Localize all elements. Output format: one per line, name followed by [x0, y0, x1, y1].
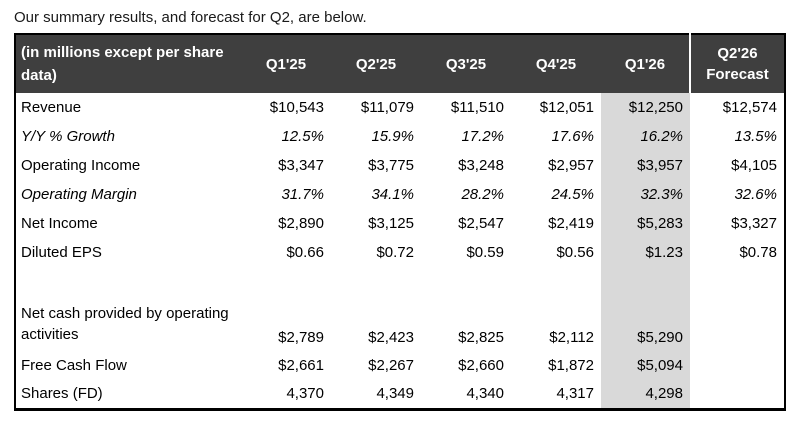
- table-row: Net Income $2,890 $3,125 $2,547 $2,419 $5,283…: [15, 209, 785, 238]
- table-cell: $0.59: [466, 244, 504, 261]
- table-cell: 4,298: [601, 380, 690, 409]
- table-cell: [601, 267, 690, 296]
- table-cell: 12.5%: [281, 128, 324, 145]
- table-row: Net cash provided by operating activitie…: [15, 296, 785, 351]
- table-cell: [331, 267, 421, 296]
- table-cell: $2,660: [458, 357, 504, 374]
- table-cell: $3,248: [458, 157, 504, 174]
- table-cell: 4,349: [376, 385, 414, 403]
- table-cell: $12,250: [601, 93, 690, 122]
- table-cell: $3,327: [731, 215, 777, 232]
- summary-results-table: (in millions except per share data) Q1'2…: [14, 33, 786, 411]
- table-cell: $2,419: [548, 215, 594, 232]
- intro-text: Our summary results, and forecast for Q2…: [14, 9, 367, 26]
- table-cell: $3,957: [601, 151, 690, 180]
- table-cell: $2,112: [549, 329, 594, 346]
- table-cell: $3,125: [368, 215, 414, 232]
- table-cell: [690, 267, 785, 296]
- table-cell: $2,789: [278, 329, 324, 346]
- table-cell: $2,661: [278, 357, 324, 374]
- row-label: Net cash provided by operating activitie…: [21, 304, 229, 344]
- table-cell: $2,825: [458, 329, 504, 346]
- table-cell: $2,267: [368, 357, 414, 374]
- table-cell: 4,317: [556, 385, 594, 403]
- table-cell: 32.6%: [734, 186, 777, 203]
- row-label: [15, 267, 241, 296]
- table-cell: $5,290: [601, 296, 690, 351]
- table-cell: $0.72: [376, 244, 414, 261]
- column-header: Q1'25: [241, 34, 331, 93]
- table-cell: [241, 267, 331, 296]
- table-cell: $5,283: [601, 209, 690, 238]
- table-cell: [690, 351, 785, 380]
- table-header-row: (in millions except per share data) Q1'2…: [15, 34, 785, 93]
- table-cell: $0.56: [556, 244, 594, 261]
- table-cell: 17.6%: [551, 128, 594, 145]
- table-cell: $2,547: [458, 215, 504, 232]
- table-cell: $2,890: [278, 215, 324, 232]
- table-cell: [690, 296, 785, 351]
- table-row: Shares (FD) 4,370 4,349 4,340 4,317 4,298: [15, 380, 785, 409]
- row-label: Free Cash Flow: [21, 356, 127, 374]
- column-header: Q1'26: [601, 34, 690, 93]
- table-row: Operating Income $3,347 $3,775 $3,248 $2,957…: [15, 151, 785, 180]
- table-cell: $4,105: [731, 157, 777, 174]
- table-row: Free Cash Flow $2,661 $2,267 $2,660 $1,872 $5…: [15, 351, 785, 380]
- table-cell: $3,775: [368, 157, 414, 174]
- row-label: Shares (FD): [21, 384, 103, 402]
- table-cell: 4,340: [466, 385, 504, 403]
- table-row: Operating Margin 31.7% 34.1% 28.2% 24.5% 32.3…: [15, 180, 785, 209]
- table-cell: $3,347: [278, 157, 324, 174]
- row-label: Diluted EPS: [21, 243, 102, 261]
- table-cell: $11,510: [450, 99, 504, 116]
- column-header: Q2'25: [331, 34, 421, 93]
- table-cell: $5,094: [601, 351, 690, 380]
- table-row: Revenue $10,543 $11,079 $11,510 $12,051 $12,2…: [15, 93, 785, 122]
- row-label: Net Income: [21, 214, 98, 232]
- table-cell: $1.23: [601, 238, 690, 267]
- row-label: Revenue: [21, 98, 82, 116]
- table-cell: $11,079: [360, 99, 414, 116]
- column-header: Q2'26 Forecast: [689, 34, 785, 93]
- table-cell: 15.9%: [371, 128, 414, 145]
- units-header: (in millions except per share data): [15, 34, 241, 93]
- table-cell: $0.78: [739, 244, 777, 261]
- table-cell: 16.2%: [601, 122, 690, 151]
- table-cell: 34.1%: [371, 186, 414, 203]
- table-cell: 17.2%: [461, 128, 504, 145]
- table-cell: 4,370: [286, 385, 324, 403]
- table-cell: $2,957: [548, 157, 594, 174]
- table-cell: $12,051: [539, 99, 594, 116]
- row-label: Operating Margin: [21, 185, 137, 203]
- table-row: Diluted EPS $0.66 $0.72 $0.59 $0.56 $1.23 $0.7…: [15, 238, 785, 267]
- row-label: Y/Y % Growth: [21, 127, 115, 145]
- table-cell: [690, 380, 785, 409]
- table-cell: $12,574: [722, 99, 777, 116]
- table-cell: 28.2%: [461, 186, 504, 203]
- table-body: Revenue $10,543 $11,079 $11,510 $12,051 $12,2…: [15, 93, 785, 409]
- table-cell: $0.66: [286, 244, 324, 261]
- table-cell: [511, 267, 601, 296]
- row-label: Operating Income: [21, 156, 141, 174]
- table-cell: $10,543: [269, 99, 324, 116]
- column-header: Q3'25: [421, 34, 511, 93]
- table-cell: 32.3%: [601, 180, 690, 209]
- table-cell: $2,423: [368, 329, 414, 346]
- table-cell: 31.7%: [281, 186, 324, 203]
- table-cell: [421, 267, 511, 296]
- table-cell: 13.5%: [734, 128, 777, 145]
- column-header: Q4'25: [511, 34, 601, 93]
- table-cell: 24.5%: [551, 186, 594, 203]
- table-row: Y/Y % Growth 12.5% 15.9% 17.2% 17.6% 16.2% 13.…: [15, 122, 785, 151]
- table-cell: $1,872: [548, 357, 594, 374]
- spacer-row: [15, 267, 785, 296]
